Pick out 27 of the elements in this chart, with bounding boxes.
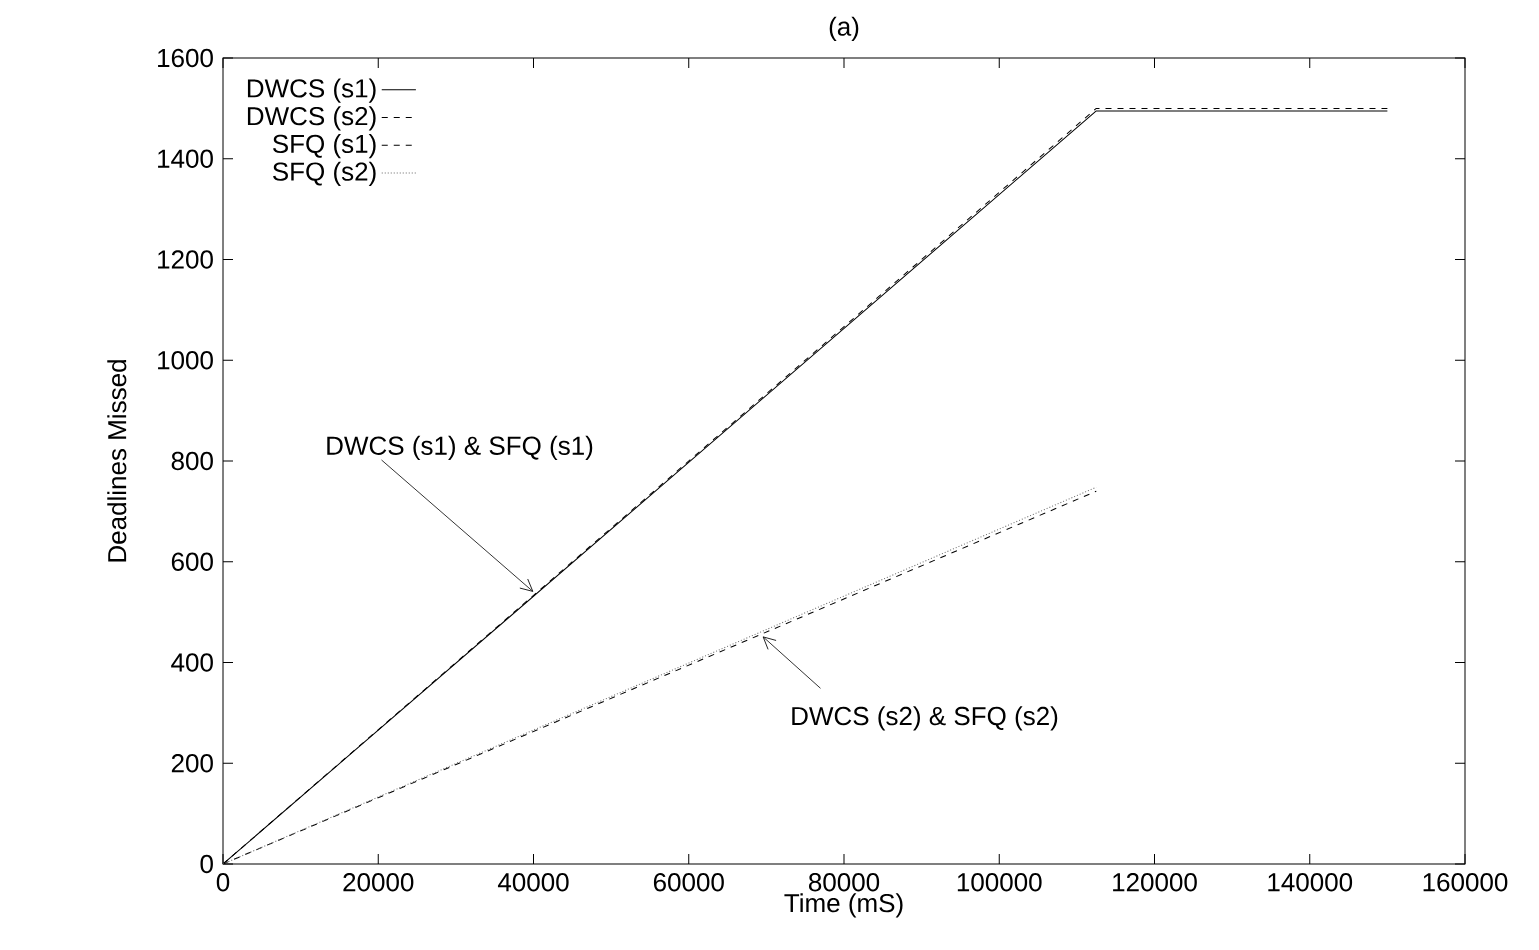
annotation: DWCS (s1) & SFQ (s1) bbox=[327, 435, 593, 461]
legend-label: SFQ (s1) bbox=[272, 133, 376, 159]
y-tick-label: 1600 bbox=[158, 48, 213, 68]
y-tick-label: 400 bbox=[171, 653, 213, 672]
x-tick-label: 100000 bbox=[957, 873, 1042, 892]
y-tick-label: 600 bbox=[171, 552, 213, 571]
y-tick-label: 800 bbox=[171, 451, 213, 471]
legend-label: DWCS (s1) bbox=[247, 78, 376, 103]
y-tick-label: 200 bbox=[171, 754, 213, 773]
chart-title: (a) bbox=[829, 16, 859, 41]
y-tick-label: 0 bbox=[200, 854, 213, 874]
annotation: DWCS (s2) & SFQ (s2) bbox=[792, 706, 1058, 731]
x-axis-title: Time (mS) bbox=[784, 893, 903, 918]
x-tick-label: 60000 bbox=[653, 873, 724, 892]
x-tick-label: 160000 bbox=[1423, 873, 1508, 892]
y-tick-label: 1200 bbox=[158, 250, 213, 269]
x-tick-label: 120000 bbox=[1113, 873, 1197, 892]
y-tick-label: 1400 bbox=[158, 149, 213, 168]
x-tick-label: 80000 bbox=[808, 873, 880, 892]
x-tick-label: 0 bbox=[216, 873, 230, 892]
y-axis-title: Deadlines Missed bbox=[107, 360, 127, 562]
x-tick-label: 140000 bbox=[1268, 873, 1353, 892]
legend-label: DWCS (s2) bbox=[247, 106, 376, 131]
x-tick-label: 40000 bbox=[497, 873, 569, 892]
y-tick-label: 1000 bbox=[158, 351, 213, 370]
legend-label: SFQ (s2) bbox=[272, 161, 376, 186]
x-tick-label: 20000 bbox=[343, 873, 414, 892]
